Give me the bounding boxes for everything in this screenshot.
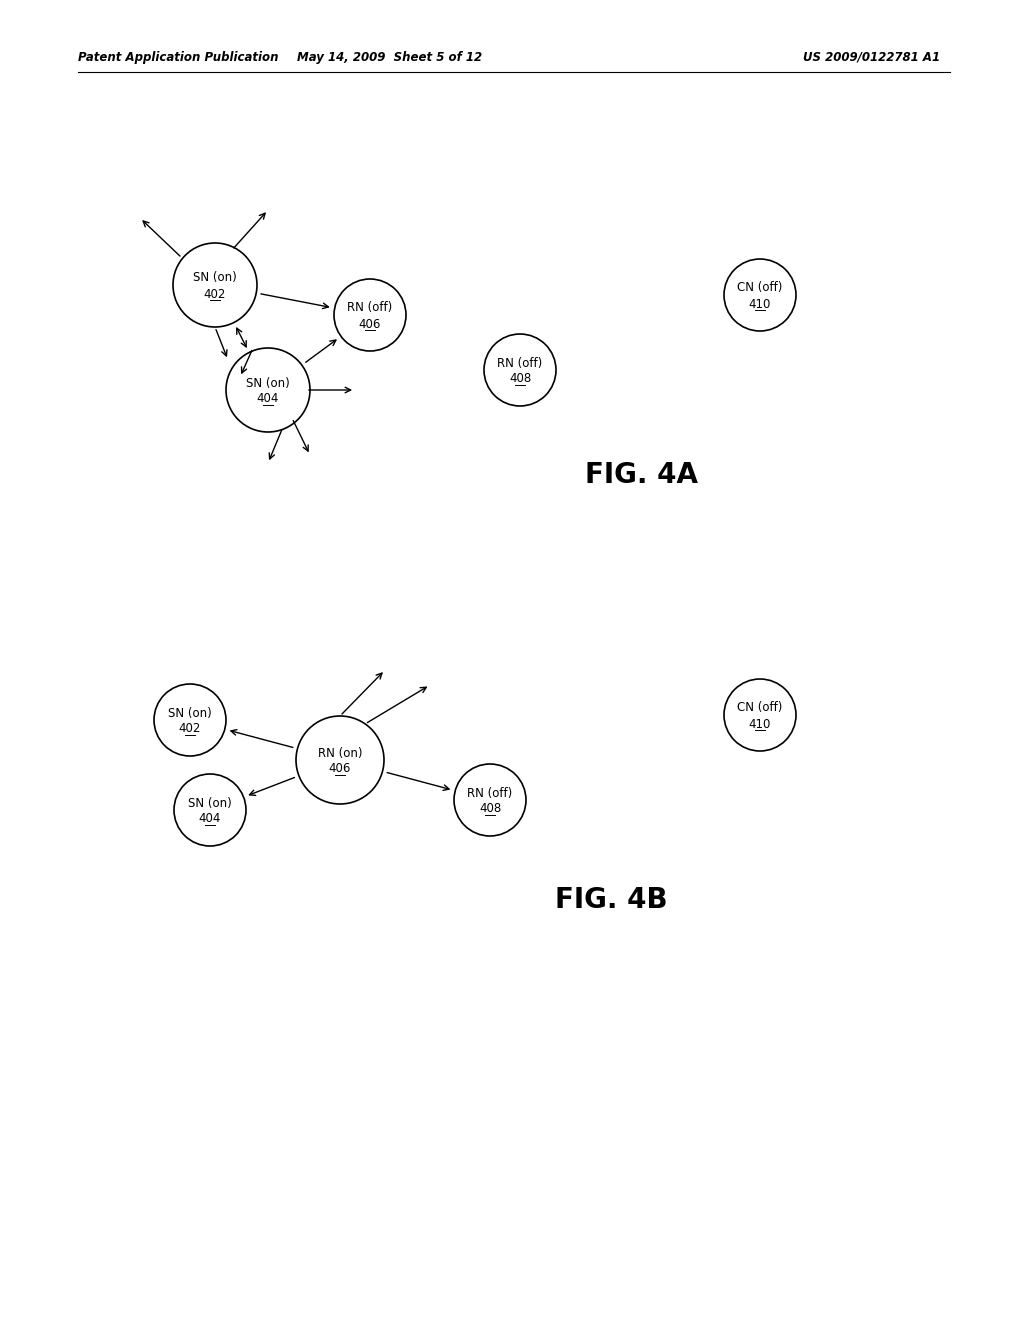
Text: Patent Application Publication: Patent Application Publication bbox=[78, 50, 279, 63]
Text: SN (on): SN (on) bbox=[188, 796, 231, 809]
Text: RN (on): RN (on) bbox=[317, 747, 362, 759]
Text: 408: 408 bbox=[479, 803, 501, 816]
Text: CN (off): CN (off) bbox=[737, 701, 782, 714]
Text: 410: 410 bbox=[749, 718, 771, 730]
Text: SN (on): SN (on) bbox=[246, 376, 290, 389]
Text: FIG. 4A: FIG. 4A bbox=[585, 461, 698, 488]
Text: 408: 408 bbox=[509, 372, 531, 385]
Text: CN (off): CN (off) bbox=[737, 281, 782, 294]
Text: SN (on): SN (on) bbox=[194, 272, 237, 285]
Text: May 14, 2009  Sheet 5 of 12: May 14, 2009 Sheet 5 of 12 bbox=[297, 50, 482, 63]
Text: 402: 402 bbox=[179, 722, 201, 735]
Text: 410: 410 bbox=[749, 297, 771, 310]
Text: 406: 406 bbox=[329, 763, 351, 776]
Text: 406: 406 bbox=[358, 318, 381, 330]
Text: RN (off): RN (off) bbox=[498, 356, 543, 370]
Text: SN (on): SN (on) bbox=[168, 706, 212, 719]
Text: RN (off): RN (off) bbox=[347, 301, 392, 314]
Text: FIG. 4B: FIG. 4B bbox=[555, 886, 668, 913]
Text: RN (off): RN (off) bbox=[467, 787, 513, 800]
Text: US 2009/0122781 A1: US 2009/0122781 A1 bbox=[803, 50, 940, 63]
Text: 404: 404 bbox=[199, 813, 221, 825]
Text: 404: 404 bbox=[257, 392, 280, 405]
Text: 402: 402 bbox=[204, 288, 226, 301]
